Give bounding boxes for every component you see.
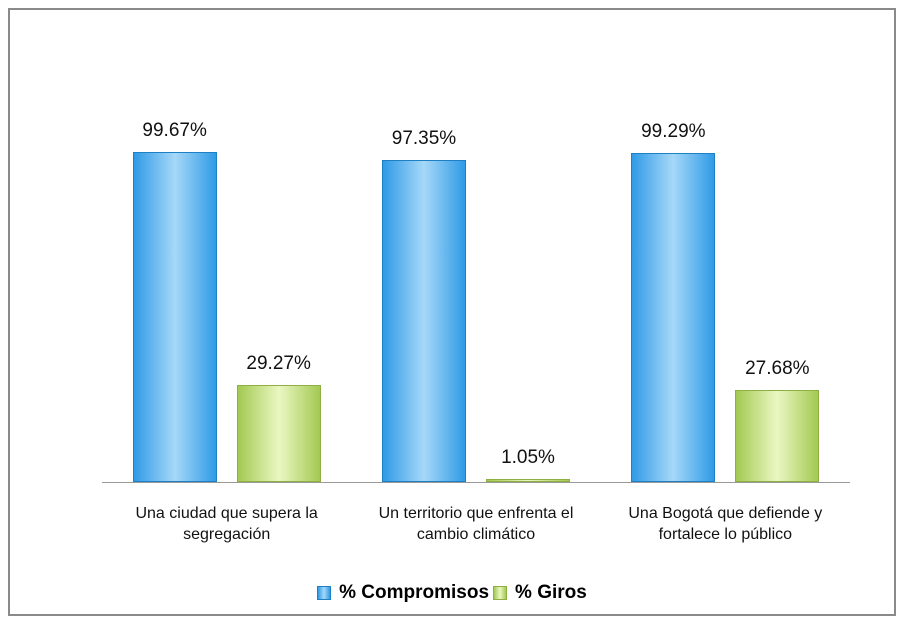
legend-swatch bbox=[317, 586, 332, 600]
bar bbox=[382, 159, 466, 482]
bar bbox=[735, 390, 820, 482]
value-label: 97.35% bbox=[391, 127, 457, 149]
legend-label: % Compromisos bbox=[339, 582, 490, 603]
value-label: 1.05% bbox=[501, 446, 555, 468]
chart-border bbox=[8, 8, 896, 616]
legend: % Compromisos % Giros bbox=[0, 582, 904, 604]
x-tick-label: Una Bogotá que defiende y fortalece lo p… bbox=[628, 505, 823, 543]
value-label: 99.29% bbox=[641, 121, 706, 143]
value-label: 27.68% bbox=[745, 358, 810, 380]
x-tick-label: Una ciudad que supera la segregación bbox=[135, 505, 318, 543]
legend-swatch bbox=[493, 586, 508, 600]
bar bbox=[236, 385, 321, 482]
legend-item: % Compromisos bbox=[317, 582, 489, 604]
x-tick-label: Un territorio que enfrenta el cambio cli… bbox=[378, 505, 574, 543]
value-label: 99.67% bbox=[142, 120, 207, 142]
value-label: 29.27% bbox=[246, 353, 311, 375]
x-axis-line bbox=[102, 482, 850, 483]
bar bbox=[486, 478, 570, 482]
legend-item: % Giros bbox=[493, 582, 587, 604]
legend-label: % Giros bbox=[515, 582, 587, 603]
bar bbox=[132, 152, 217, 482]
bar bbox=[631, 153, 716, 482]
